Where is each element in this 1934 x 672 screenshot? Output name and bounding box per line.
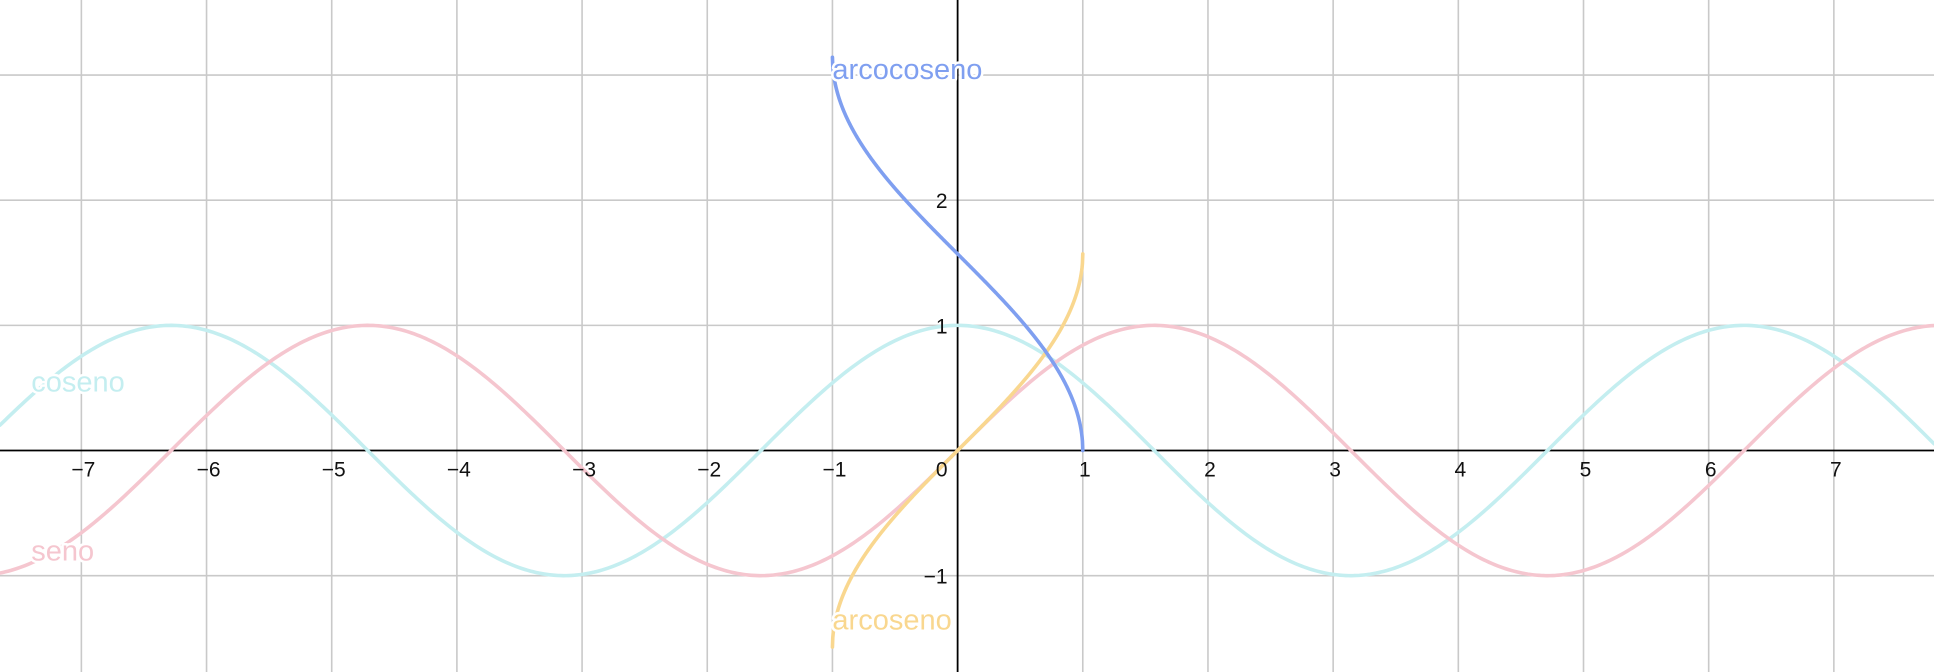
x-tick-label: 5 xyxy=(1580,459,1592,482)
x-tick-label: −3 xyxy=(572,459,596,482)
series-label-arcoseno: arcoseno xyxy=(832,604,951,636)
x-tick-label: 4 xyxy=(1454,459,1466,482)
x-tick-label: −2 xyxy=(697,459,721,482)
x-tick-label: 6 xyxy=(1705,459,1717,482)
x-tick-label: 3 xyxy=(1329,459,1341,482)
series-label-seno: seno xyxy=(31,536,94,568)
y-tick-label: 1 xyxy=(936,315,948,338)
curve-arcocoseno xyxy=(830,55,1085,453)
series-label-arcocoseno: arcocoseno xyxy=(832,54,982,86)
x-tick-label: −7 xyxy=(71,459,95,482)
y-tick-label: −1 xyxy=(924,566,948,589)
x-tick-label: −6 xyxy=(197,459,221,482)
curve-arcoseno xyxy=(830,252,1085,649)
x-tick-label: −4 xyxy=(447,459,471,482)
x-tick-label: 1 xyxy=(1079,459,1091,482)
x-tick-label: −1 xyxy=(822,459,846,482)
y-tick-label: 2 xyxy=(936,190,948,213)
tick-labels: −7 −6 −5 −4 −3 −2 −1 0 1 2 3 4 5 6 7 −1 1 2 xyxy=(71,190,1841,588)
curve-coseno xyxy=(0,323,1934,578)
curve-labels: coseno seno arcoseno arcocoseno xyxy=(29,51,985,639)
x-tick-label: 0 xyxy=(936,459,948,482)
series-label-coseno: coseno xyxy=(31,367,125,399)
x-tick-label: 7 xyxy=(1830,459,1842,482)
curves xyxy=(0,55,1934,649)
x-tick-label: −5 xyxy=(322,459,346,482)
x-tick-label: 2 xyxy=(1204,459,1216,482)
